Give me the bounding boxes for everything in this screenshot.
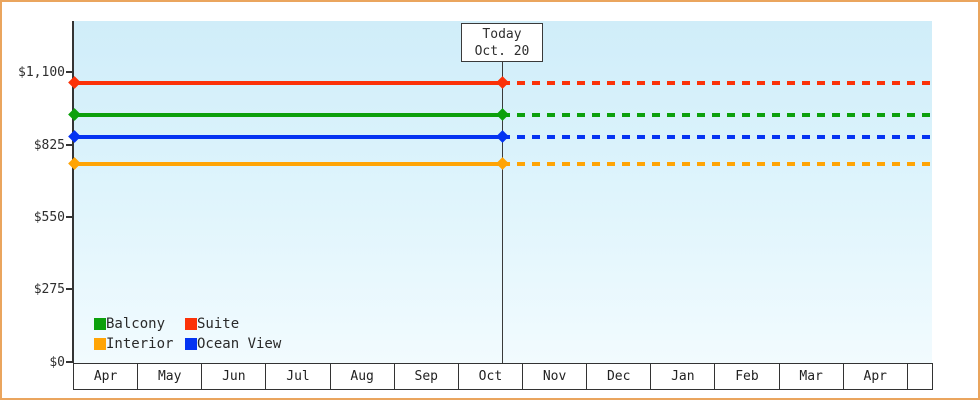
legend-label-interior: Interior [106,336,174,352]
series-line-balcony-dashed [502,113,932,117]
month-cell: Sep [395,364,459,389]
month-cell: Dec [587,364,652,389]
y-tick [66,288,72,290]
series-line-balcony-solid [74,113,502,117]
x-axis-month-strip: Apr May Jun Jul Aug Sep Oct Nov Dec Jan … [73,363,933,390]
y-tick [66,361,72,363]
plot-area [74,21,932,363]
legend-swatch-balcony [94,318,106,330]
series-line-oceanview-solid [74,135,502,139]
legend-item-interior: Interior [94,336,173,352]
series-line-suite-dashed [502,81,932,85]
month-cell: Feb [715,364,780,389]
month-cell: Oct [459,364,523,389]
month-cell-partial [908,364,932,389]
month-cell: Jul [266,364,331,389]
legend-swatch-interior [94,338,106,350]
legend-swatch-suite [185,318,197,330]
today-annotation-box: Today Oct. 20 [461,23,543,62]
legend-label-oceanview: Ocean View [197,336,282,352]
month-cell: Apr [844,364,908,389]
y-axis-label: $1,100 [18,65,65,80]
series-line-interior-solid [74,162,502,166]
legend-swatch-oceanview [185,338,197,350]
y-axis-label: $825 [33,138,65,153]
series-line-oceanview-dashed [502,135,932,139]
month-cell: May [138,364,203,389]
legend-item-suite: Suite [185,316,239,332]
legend-label-balcony: Balcony [106,316,166,332]
month-cell: Mar [780,364,844,389]
y-axis-label: $275 [33,282,65,297]
y-tick [66,71,72,73]
y-axis-label: $0 [49,355,65,370]
month-cell: Jan [651,364,716,389]
y-axis-line [72,21,74,363]
month-cell: Nov [523,364,588,389]
today-label: Today [482,27,522,42]
y-tick [66,144,72,146]
month-cell: Apr [74,364,139,389]
legend-item-balcony: Balcony [94,316,165,332]
legend-item-oceanview: Ocean View [185,336,281,352]
today-date: Oct. 20 [474,44,530,59]
series-line-interior-dashed [502,162,932,166]
today-vertical-line [502,61,503,363]
y-tick [66,216,72,218]
y-axis-label: $550 [33,210,65,225]
month-cell: Jun [202,364,267,389]
legend-label-suite: Suite [197,316,240,332]
month-cell: Aug [331,364,395,389]
series-line-suite-solid [74,81,502,85]
